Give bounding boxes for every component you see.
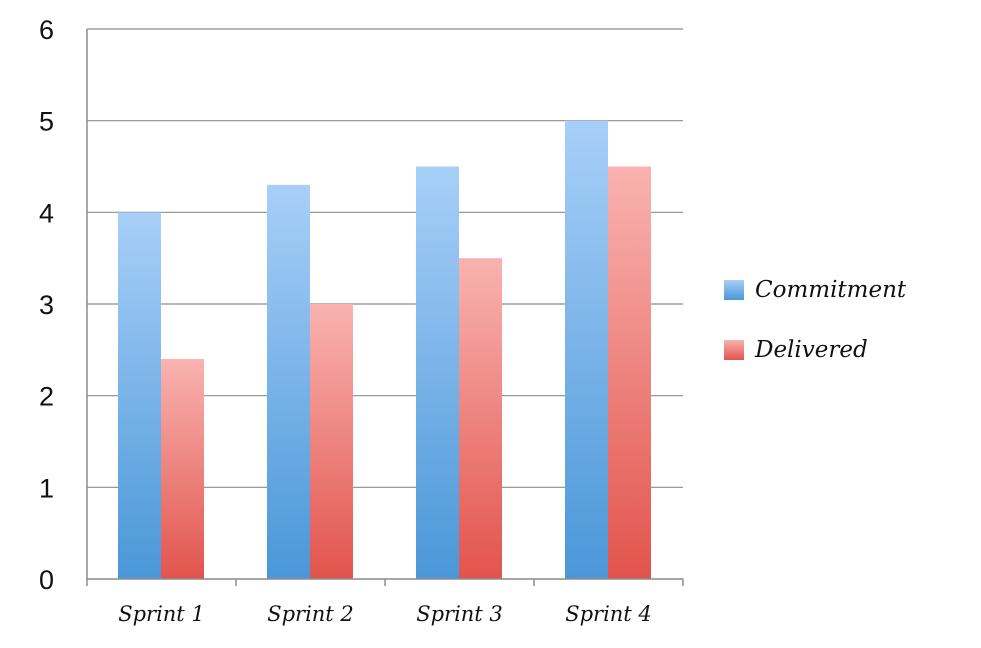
y-tick-label-3: 3 — [39, 290, 54, 320]
bar-commitment-sprint-2 — [267, 184, 310, 580]
bar-commitment-sprint-3 — [416, 166, 459, 579]
legend-swatch-commitment — [724, 280, 744, 300]
x-tick-label-sprint-2: Sprint 2 — [267, 602, 354, 626]
bar-delivered-sprint-3 — [459, 258, 502, 579]
bar-delivered-sprint-2 — [310, 304, 353, 579]
bar-delivered-sprint-4 — [608, 166, 651, 579]
bar-commitment-sprint-1 — [118, 212, 161, 580]
y-axis-tick-labels: 0 1 2 3 4 5 6 — [39, 15, 54, 595]
legend-label-delivered: Delivered — [754, 337, 868, 363]
y-tick-label-6: 6 — [39, 15, 54, 45]
bar-delivered-sprint-1 — [161, 359, 204, 579]
y-tick-label-1: 1 — [39, 473, 54, 503]
bars — [118, 120, 651, 580]
legend: Commitment Delivered — [724, 277, 907, 363]
y-tick-label-4: 4 — [39, 198, 54, 228]
legend-label-commitment: Commitment — [755, 277, 907, 303]
y-tick-label-0: 0 — [39, 565, 54, 595]
x-tick-label-sprint-1: Sprint 1 — [118, 602, 205, 626]
legend-swatch-delivered — [724, 340, 744, 360]
bar-commitment-sprint-4 — [565, 120, 608, 580]
x-tick-label-sprint-3: Sprint 3 — [416, 602, 503, 626]
y-tick-label-2: 2 — [39, 382, 54, 412]
x-axis-category-labels: Sprint 1 Sprint 2 Sprint 3 Sprint 4 — [118, 602, 652, 626]
y-tick-label-5: 5 — [39, 107, 54, 137]
x-tick-label-sprint-4: Sprint 4 — [565, 602, 652, 626]
axes — [86, 29, 684, 586]
